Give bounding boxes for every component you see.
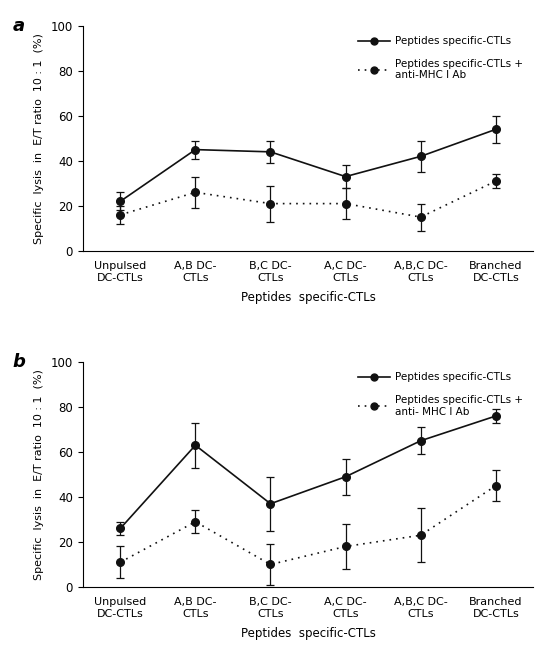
Legend: Peptides specific-CTLs, Peptides specific-CTLs +
anti-MHC I Ab: Peptides specific-CTLs, Peptides specifi…: [353, 31, 528, 85]
Text: a: a: [13, 17, 25, 35]
X-axis label: Peptides  specific-CTLs: Peptides specific-CTLs: [240, 291, 376, 304]
Y-axis label: Specific  lysis  in  E/T ratio  10 : 1  (%): Specific lysis in E/T ratio 10 : 1 (%): [34, 369, 44, 580]
Text: b: b: [13, 353, 26, 371]
X-axis label: Peptides  specific-CTLs: Peptides specific-CTLs: [240, 627, 376, 641]
Y-axis label: Specific  lysis  in  E/T ratio  10 : 1  (%): Specific lysis in E/T ratio 10 : 1 (%): [34, 33, 44, 244]
Legend: Peptides specific-CTLs, Peptides specific-CTLs +
anti- MHC I Ab: Peptides specific-CTLs, Peptides specifi…: [353, 367, 528, 422]
